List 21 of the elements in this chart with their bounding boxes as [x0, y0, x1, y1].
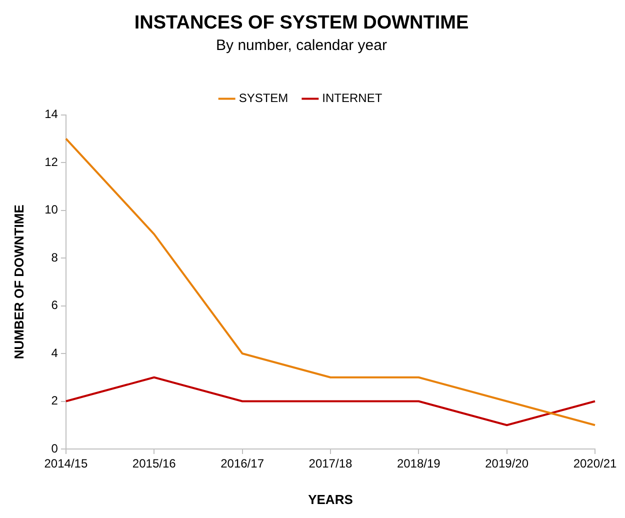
x-tick-label: 2014/15 [44, 456, 88, 471]
chart-title: INSTANCES OF SYSTEM DOWNTIME [134, 12, 469, 34]
y-tick-label: 14 [44, 107, 58, 122]
y-tick-label: 8 [51, 250, 58, 264]
x-tick-label: 2019/20 [485, 456, 529, 471]
x-tick-label: 2016/17 [220, 456, 264, 471]
y-tick-label: 2 [51, 394, 58, 408]
legend-label: INTERNET [322, 91, 383, 106]
y-axis-title: NUMBER OF DOWNTIME [11, 204, 26, 360]
x-tick-label: 2020/21 [573, 456, 618, 471]
x-tick-label: 2017/18 [308, 456, 352, 471]
x-tick-label: 2015/16 [132, 456, 176, 471]
y-tick-label: 10 [44, 202, 58, 217]
y-tick-label: 6 [51, 298, 58, 312]
y-tick-label: 4 [51, 346, 58, 360]
chart-subtitle: By number, calendar year [216, 36, 387, 54]
x-tick-label: 2018/19 [396, 456, 441, 471]
y-tick-label: 12 [44, 154, 58, 169]
x-axis-title: YEARS [308, 492, 354, 507]
legend-label: SYSTEM [238, 91, 288, 106]
y-tick-label: 0 [51, 441, 58, 456]
